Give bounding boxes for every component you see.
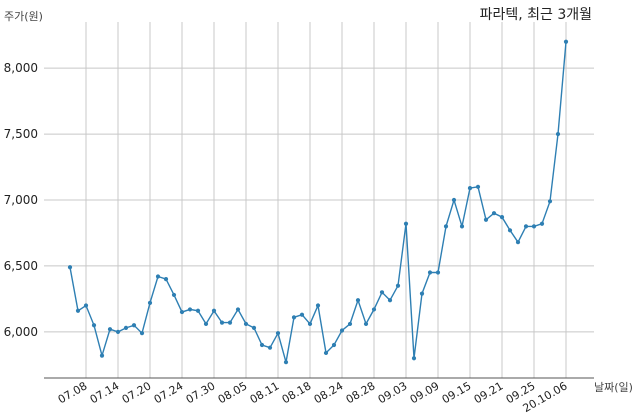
data-point <box>203 321 209 327</box>
chart-grid <box>44 22 594 378</box>
data-point <box>83 303 89 308</box>
x-tick-label: 07.20 <box>120 379 154 406</box>
data-point <box>387 298 393 303</box>
data-point <box>299 312 305 317</box>
y-axis-label: 주가(원) <box>4 10 43 23</box>
data-point <box>315 303 321 308</box>
data-point <box>563 39 569 44</box>
price-series-points <box>67 39 569 365</box>
data-point <box>443 224 449 229</box>
data-point <box>275 331 281 336</box>
data-point <box>531 224 537 229</box>
x-tick-label: 09.09 <box>408 379 442 406</box>
data-point <box>179 309 185 315</box>
data-point <box>491 211 497 216</box>
data-point <box>131 323 137 328</box>
x-tick-label: 07.08 <box>56 379 90 406</box>
x-tick-labels: 07.0807.1407.2007.2407.3008.0508.1108.18… <box>56 379 570 415</box>
data-point <box>251 325 257 330</box>
data-point <box>235 307 241 312</box>
data-point <box>347 321 353 327</box>
y-tick-label: 8,000 <box>4 61 38 75</box>
y-tick-label: 7,000 <box>4 193 38 207</box>
x-tick-label: 08.05 <box>216 379 250 406</box>
data-point <box>99 353 105 358</box>
data-point <box>155 274 161 279</box>
data-point <box>147 300 153 305</box>
y-tick-labels: 6,000 6,500 7,000 7,500 8,000 <box>4 61 38 339</box>
chart-title: 파라텍, 최근 3개월 <box>480 7 592 23</box>
y-tick-label: 6,500 <box>4 259 38 273</box>
price-series-line <box>69 41 567 363</box>
y-tick-label: 7,500 <box>4 127 38 141</box>
data-point <box>355 298 361 303</box>
data-point <box>523 224 529 229</box>
data-point <box>331 342 337 348</box>
x-tick-label: 09.21 <box>472 379 506 406</box>
data-point <box>515 240 521 245</box>
data-point <box>219 320 225 325</box>
data-point <box>395 283 401 288</box>
data-point <box>243 321 249 327</box>
data-point <box>163 277 169 282</box>
data-point <box>307 321 313 327</box>
data-point <box>339 328 345 333</box>
data-point <box>427 270 433 275</box>
x-tick-label: 07.14 <box>88 379 122 406</box>
data-point <box>467 186 473 191</box>
data-point <box>451 197 457 203</box>
data-point <box>555 131 561 137</box>
data-point <box>291 315 297 320</box>
data-point <box>363 321 369 327</box>
data-point <box>211 308 217 313</box>
data-point <box>187 307 193 312</box>
data-point <box>75 308 81 313</box>
data-point <box>123 325 129 330</box>
x-tick-label: 08.28 <box>344 379 378 406</box>
y-tick-label: 6,000 <box>4 325 38 339</box>
data-point <box>227 320 233 325</box>
x-tick-label: 08.24 <box>312 379 346 406</box>
data-point <box>547 199 553 204</box>
data-point <box>483 217 489 222</box>
x-tick-label: 09.15 <box>440 379 474 406</box>
data-point <box>107 327 113 332</box>
x-tick-label: 08.18 <box>280 379 314 406</box>
data-point <box>171 292 177 298</box>
data-point <box>91 323 97 328</box>
data-point <box>67 265 73 270</box>
data-point <box>139 331 145 336</box>
data-point <box>115 329 121 334</box>
data-point <box>283 360 289 365</box>
x-tick-label: 07.30 <box>184 379 218 406</box>
data-point <box>411 356 417 361</box>
data-point <box>507 228 513 233</box>
data-point <box>539 221 545 226</box>
data-point <box>459 224 465 229</box>
data-point <box>379 290 385 295</box>
data-point <box>419 291 425 296</box>
data-point <box>403 221 409 226</box>
data-point <box>323 350 329 356</box>
data-point <box>435 270 441 275</box>
data-point <box>371 307 377 312</box>
data-point <box>267 345 273 350</box>
data-point <box>259 342 265 348</box>
data-point <box>475 184 481 189</box>
x-tick-label: 08.11 <box>248 379 282 406</box>
x-tick-label: 07.24 <box>152 379 186 406</box>
data-point <box>499 215 505 220</box>
x-tick-label: 09.03 <box>376 379 410 406</box>
data-point <box>195 308 201 313</box>
x-axis-label: 날짜(일) <box>594 380 633 394</box>
